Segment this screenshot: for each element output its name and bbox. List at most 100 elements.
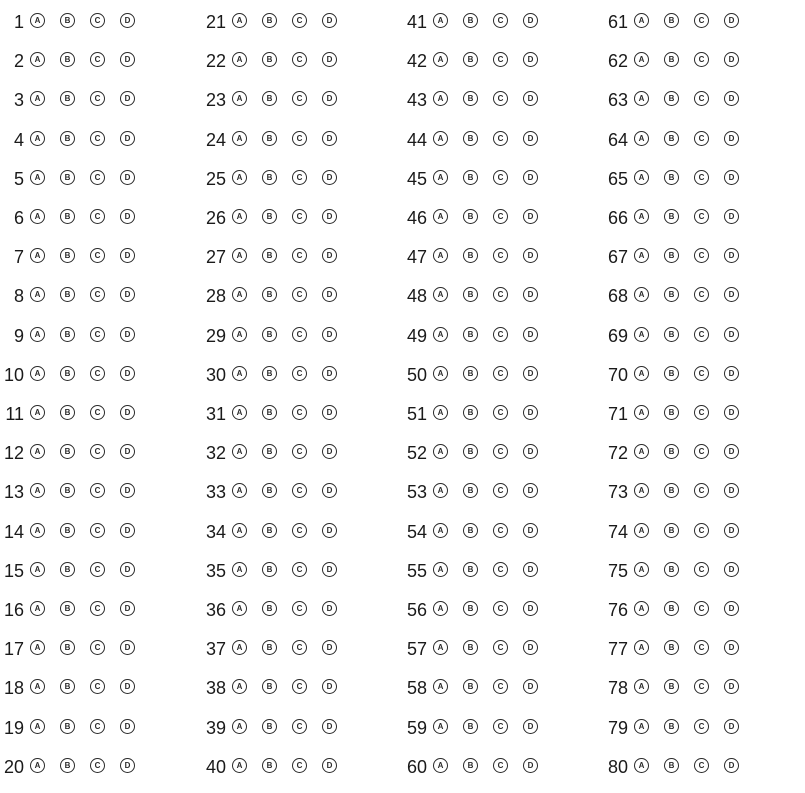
answer-bubble-b[interactable]: B xyxy=(262,522,277,538)
answer-bubble-c[interactable]: C xyxy=(292,169,307,185)
answer-bubble-a[interactable]: A xyxy=(634,13,649,28)
answer-bubble-c[interactable]: C xyxy=(694,483,709,499)
answer-bubble-a[interactable]: A xyxy=(30,169,45,185)
answer-bubble-a[interactable]: A xyxy=(232,640,247,656)
answer-bubble-d[interactable]: D xyxy=(523,718,538,734)
answer-bubble-b[interactable]: B xyxy=(664,444,679,460)
answer-bubble-d[interactable]: D xyxy=(322,444,337,460)
answer-bubble-b[interactable]: B xyxy=(262,483,277,499)
answer-bubble-c[interactable]: C xyxy=(694,757,709,773)
answer-bubble-a[interactable]: A xyxy=(433,679,448,695)
answer-bubble-d[interactable]: D xyxy=(322,718,337,734)
answer-bubble-b[interactable]: B xyxy=(262,91,277,107)
answer-bubble-d[interactable]: D xyxy=(523,287,538,303)
answer-bubble-a[interactable]: A xyxy=(232,405,247,420)
answer-bubble-a[interactable]: A xyxy=(232,561,247,577)
answer-bubble-d[interactable]: D xyxy=(322,91,337,107)
answer-bubble-a[interactable]: A xyxy=(30,326,45,342)
answer-bubble-d[interactable]: D xyxy=(322,169,337,185)
answer-bubble-c[interactable]: C xyxy=(292,13,307,28)
answer-bubble-b[interactable]: B xyxy=(60,287,75,303)
answer-bubble-a[interactable]: A xyxy=(232,287,247,303)
answer-bubble-b[interactable]: B xyxy=(262,601,277,616)
answer-bubble-a[interactable]: A xyxy=(433,326,448,342)
answer-bubble-c[interactable]: C xyxy=(694,718,709,734)
answer-bubble-b[interactable]: B xyxy=(60,757,75,773)
answer-bubble-a[interactable]: A xyxy=(433,169,448,185)
answer-bubble-a[interactable]: A xyxy=(433,718,448,734)
answer-bubble-c[interactable]: C xyxy=(493,405,508,420)
answer-bubble-b[interactable]: B xyxy=(463,679,478,695)
answer-bubble-b[interactable]: B xyxy=(262,365,277,381)
answer-bubble-b[interactable]: B xyxy=(60,444,75,460)
answer-bubble-a[interactable]: A xyxy=(433,13,448,28)
answer-bubble-d[interactable]: D xyxy=(724,718,739,734)
answer-bubble-b[interactable]: B xyxy=(664,91,679,107)
answer-bubble-a[interactable]: A xyxy=(30,601,45,616)
answer-bubble-c[interactable]: C xyxy=(493,13,508,28)
answer-bubble-d[interactable]: D xyxy=(120,209,135,224)
answer-bubble-a[interactable]: A xyxy=(634,561,649,577)
answer-bubble-b[interactable]: B xyxy=(463,365,478,381)
answer-bubble-d[interactable]: D xyxy=(120,130,135,146)
answer-bubble-d[interactable]: D xyxy=(120,483,135,499)
answer-bubble-a[interactable]: A xyxy=(30,483,45,499)
answer-bubble-a[interactable]: A xyxy=(232,757,247,773)
answer-bubble-a[interactable]: A xyxy=(433,52,448,68)
answer-bubble-c[interactable]: C xyxy=(493,365,508,381)
answer-bubble-a[interactable]: A xyxy=(634,209,649,224)
answer-bubble-c[interactable]: C xyxy=(292,52,307,68)
answer-bubble-d[interactable]: D xyxy=(523,679,538,695)
answer-bubble-a[interactable]: A xyxy=(634,130,649,146)
answer-bubble-d[interactable]: D xyxy=(523,365,538,381)
answer-bubble-b[interactable]: B xyxy=(60,91,75,107)
answer-bubble-b[interactable]: B xyxy=(664,130,679,146)
answer-bubble-d[interactable]: D xyxy=(523,757,538,773)
answer-bubble-d[interactable]: D xyxy=(322,248,337,264)
answer-bubble-b[interactable]: B xyxy=(262,444,277,460)
answer-bubble-d[interactable]: D xyxy=(120,52,135,68)
answer-bubble-d[interactable]: D xyxy=(523,561,538,577)
answer-bubble-b[interactable]: B xyxy=(60,640,75,656)
answer-bubble-b[interactable]: B xyxy=(664,365,679,381)
answer-bubble-d[interactable]: D xyxy=(322,209,337,224)
answer-bubble-d[interactable]: D xyxy=(724,522,739,538)
answer-bubble-a[interactable]: A xyxy=(232,169,247,185)
answer-bubble-c[interactable]: C xyxy=(493,522,508,538)
answer-bubble-a[interactable]: A xyxy=(433,601,448,616)
answer-bubble-c[interactable]: C xyxy=(694,91,709,107)
answer-bubble-d[interactable]: D xyxy=(724,679,739,695)
answer-bubble-c[interactable]: C xyxy=(292,130,307,146)
answer-bubble-d[interactable]: D xyxy=(120,601,135,616)
answer-bubble-c[interactable]: C xyxy=(493,718,508,734)
answer-bubble-d[interactable]: D xyxy=(322,640,337,656)
answer-bubble-b[interactable]: B xyxy=(262,52,277,68)
answer-bubble-a[interactable]: A xyxy=(30,13,45,28)
answer-bubble-b[interactable]: B xyxy=(664,287,679,303)
answer-bubble-d[interactable]: D xyxy=(724,444,739,460)
answer-bubble-b[interactable]: B xyxy=(463,522,478,538)
answer-bubble-a[interactable]: A xyxy=(30,287,45,303)
answer-bubble-c[interactable]: C xyxy=(292,718,307,734)
answer-bubble-a[interactable]: A xyxy=(433,405,448,420)
answer-bubble-c[interactable]: C xyxy=(694,522,709,538)
answer-bubble-d[interactable]: D xyxy=(523,130,538,146)
answer-bubble-a[interactable]: A xyxy=(30,640,45,656)
answer-bubble-d[interactable]: D xyxy=(322,757,337,773)
answer-bubble-b[interactable]: B xyxy=(60,130,75,146)
answer-bubble-c[interactable]: C xyxy=(694,248,709,264)
answer-bubble-c[interactable]: C xyxy=(90,640,105,656)
answer-bubble-c[interactable]: C xyxy=(90,169,105,185)
answer-bubble-b[interactable]: B xyxy=(664,326,679,342)
answer-bubble-a[interactable]: A xyxy=(232,130,247,146)
answer-bubble-d[interactable]: D xyxy=(523,405,538,420)
answer-bubble-c[interactable]: C xyxy=(694,601,709,616)
answer-bubble-b[interactable]: B xyxy=(60,209,75,224)
answer-bubble-d[interactable]: D xyxy=(120,679,135,695)
answer-bubble-b[interactable]: B xyxy=(463,640,478,656)
answer-bubble-c[interactable]: C xyxy=(694,209,709,224)
answer-bubble-a[interactable]: A xyxy=(634,169,649,185)
answer-bubble-c[interactable]: C xyxy=(90,718,105,734)
answer-bubble-d[interactable]: D xyxy=(120,640,135,656)
answer-bubble-b[interactable]: B xyxy=(664,522,679,538)
